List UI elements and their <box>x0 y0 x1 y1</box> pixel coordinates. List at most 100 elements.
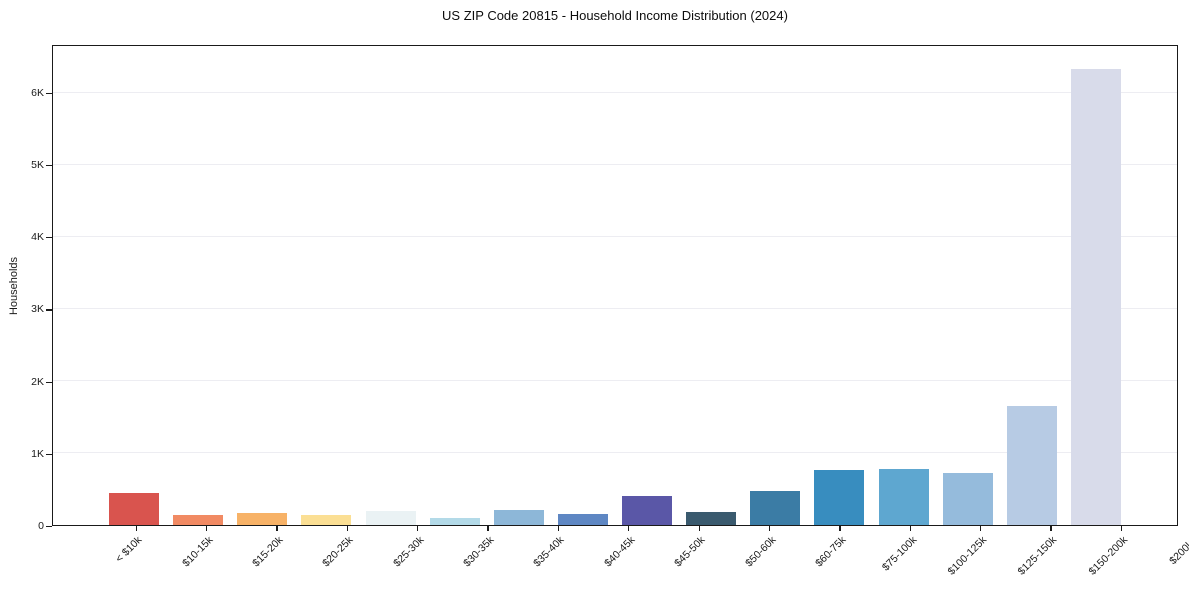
bar-slot <box>872 46 936 525</box>
bar <box>173 514 224 525</box>
x-label-slot: < $10k <box>101 534 171 588</box>
x-tick-mark <box>135 526 137 531</box>
bar-slot <box>102 46 166 525</box>
x-tick-mark <box>346 526 348 531</box>
x-tick-mark <box>276 526 278 531</box>
bar <box>429 517 480 525</box>
y-tick-mark <box>46 526 52 528</box>
x-tick-slot <box>946 526 1016 532</box>
bar-slot <box>551 46 615 525</box>
x-tick-slot <box>1157 526 1189 532</box>
x-tick-mark <box>628 526 630 531</box>
gridline <box>53 236 1177 238</box>
x-label-slot: $60-75k <box>805 534 875 588</box>
bar-slot <box>294 46 358 525</box>
x-tick-label: < $10k <box>113 534 145 565</box>
x-label-slot: $200k+ <box>1157 534 1189 588</box>
bar <box>1070 69 1121 525</box>
chart-title: US ZIP Code 20815 - Household Income Dis… <box>442 8 788 23</box>
x-tick-slot <box>453 526 523 532</box>
y-tick-label: 2K <box>31 375 44 388</box>
x-tick-mark <box>980 526 982 531</box>
x-axis-ticks <box>52 526 1189 532</box>
x-label-slot: $35-40k <box>523 534 593 588</box>
x-tick-label: $45-50k <box>672 534 708 570</box>
x-label-slot: $25-30k <box>383 534 453 588</box>
gridline <box>53 452 1177 454</box>
x-tick-label: $35-40k <box>531 534 567 570</box>
x-tick-label: $60-75k <box>813 534 849 570</box>
x-tick-slot <box>594 526 664 532</box>
x-tick-label: $100-125k <box>945 534 990 578</box>
x-tick-slot <box>101 526 171 532</box>
gridline <box>53 164 1177 166</box>
bar <box>814 470 865 525</box>
x-tick-slot <box>523 526 593 532</box>
bar <box>301 515 352 525</box>
bar-slot <box>936 46 1000 525</box>
x-tick-label: $200k+ <box>1167 534 1189 568</box>
y-tick-mark <box>46 309 52 311</box>
x-tick-label: $150-200k <box>1086 534 1130 578</box>
x-tick-mark <box>768 526 771 531</box>
bar-slot <box>679 46 743 525</box>
y-tick-label: 4K <box>31 231 44 244</box>
x-tick-slot <box>1086 526 1156 532</box>
bar <box>686 512 737 525</box>
bars-row <box>53 46 1177 525</box>
x-tick-mark <box>417 526 419 531</box>
gridline <box>53 308 1177 310</box>
gridline <box>53 380 1177 382</box>
x-tick-slot <box>312 526 382 532</box>
bar-slot <box>615 46 679 525</box>
y-tick-mark <box>46 453 52 456</box>
y-tick-label: 3K <box>31 303 44 316</box>
bar-slot <box>487 46 551 525</box>
bar-slot <box>807 46 871 525</box>
x-tick-slot <box>171 526 241 532</box>
x-tick-mark <box>909 526 911 531</box>
bar-slot <box>423 46 487 525</box>
x-tick-mark <box>698 526 700 531</box>
x-label-slot: $50-60k <box>734 534 804 588</box>
x-tick-slot <box>805 526 875 532</box>
x-label-slot: $75-100k <box>875 534 945 588</box>
x-label-slot: $15-20k <box>242 534 312 588</box>
x-tick-label: $15-20k <box>250 534 286 570</box>
x-tick-label: $10-15k <box>179 534 216 570</box>
x-tick-mark <box>839 526 841 531</box>
y-tick-mark <box>46 381 52 383</box>
y-tick-label: 5K <box>31 158 44 171</box>
bar-slot <box>230 46 294 525</box>
bar <box>750 491 801 525</box>
x-label-slot: $100-125k <box>946 534 1016 588</box>
bar <box>109 493 160 525</box>
x-tick-mark <box>557 526 560 531</box>
y-tick-mark <box>46 92 52 94</box>
bar-slot <box>1000 46 1064 525</box>
bar <box>237 512 288 525</box>
x-tick-label: $75-100k <box>879 534 919 574</box>
bar <box>878 468 929 525</box>
x-tick-label: $30-35k <box>461 534 497 570</box>
y-tick-mark <box>46 164 52 167</box>
x-tick-slot <box>383 526 453 532</box>
x-label-slot: $20-25k <box>312 534 382 588</box>
x-tick-label: $125-150k <box>1015 534 1060 578</box>
bar <box>365 511 416 525</box>
bar <box>1006 405 1057 525</box>
y-tick-label: 1K <box>31 447 44 460</box>
y-tick-label: 6K <box>31 86 44 99</box>
bar <box>622 496 673 525</box>
x-label-slot: $150-200k <box>1086 534 1156 588</box>
x-tick-label: $25-30k <box>390 534 427 570</box>
bar <box>942 473 993 525</box>
x-tick-slot <box>242 526 312 532</box>
gridline <box>53 92 1177 94</box>
bar <box>493 509 544 525</box>
x-tick-mark <box>1120 526 1123 531</box>
x-tick-slot <box>664 526 734 532</box>
plot-area <box>52 45 1178 526</box>
x-tick-label: $50-60k <box>742 534 779 570</box>
